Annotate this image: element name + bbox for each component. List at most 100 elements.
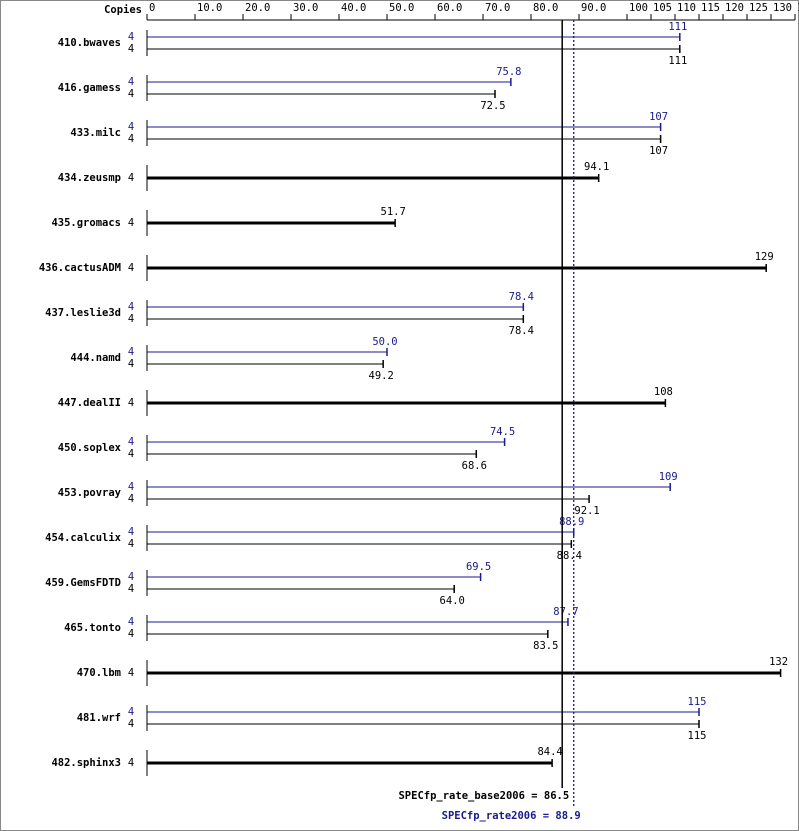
value-label: 68.6 (462, 460, 487, 472)
copies-label: 4 (128, 616, 134, 628)
copies-label: 4 (128, 217, 134, 229)
benchmark-label: 433.milc (70, 127, 121, 139)
copies-label: 4 (128, 667, 134, 679)
x-tick-label: 130 (773, 2, 792, 14)
copies-label: 4 (128, 706, 134, 718)
benchmark-label: 454.calculix (45, 532, 122, 544)
copies-label: 4 (128, 358, 134, 370)
value-label: 74.5 (490, 426, 515, 438)
benchmark-label: 434.zeusmp (58, 172, 121, 184)
benchmark-label: 416.gamess (58, 82, 121, 94)
x-tick-label: 110 (677, 2, 696, 14)
benchmark-label: 435.gromacs (51, 217, 121, 229)
reference-value: 88.9 (555, 810, 580, 822)
benchmark-label: 447.dealII (58, 397, 121, 409)
value-label: 111 (668, 21, 687, 33)
x-tick-label: 135 (797, 2, 799, 14)
value-label: 109 (659, 471, 678, 483)
x-tick-label: 105 (653, 2, 672, 14)
copies-label: 4 (128, 88, 134, 100)
x-tick-label: 50.0 (389, 2, 414, 14)
value-label: 92.1 (574, 505, 599, 517)
copies-label: 4 (128, 133, 134, 145)
benchmark-label: 470.lbm (77, 667, 121, 679)
copies-label: 4 (128, 262, 134, 274)
value-label: 88.4 (557, 550, 582, 562)
value-label: 83.5 (533, 640, 558, 652)
copies-label: 4 (128, 397, 134, 409)
benchmark-label: 481.wrf (77, 712, 121, 724)
copies-label: 4 (128, 526, 134, 538)
x-tick-label: 20.0 (245, 2, 270, 14)
benchmark-label: 436.cactusADM (39, 262, 121, 274)
value-label: 88.9 (559, 516, 584, 528)
value-label: 64.0 (440, 595, 465, 607)
value-label: 111 (668, 55, 687, 67)
value-label: 129 (755, 251, 774, 263)
benchmark-label: 444.namd (70, 352, 121, 364)
benchmark-label: 410.bwaves (58, 37, 121, 49)
value-label: 50.0 (372, 336, 397, 348)
x-tick-label: 60.0 (437, 2, 462, 14)
x-tick-label: 100 (629, 2, 648, 14)
copies-label: 4 (128, 76, 134, 88)
copies-label: 4 (128, 172, 134, 184)
copies-header: Copies (104, 4, 142, 16)
copies-label: 4 (128, 481, 134, 493)
value-label: 51.7 (381, 206, 406, 218)
value-label: 107 (649, 145, 668, 157)
benchmark-label: 437.leslie3d (45, 307, 121, 319)
copies-label: 4 (128, 493, 134, 505)
copies-label: 4 (128, 538, 134, 550)
x-tick-label: 40.0 (341, 2, 366, 14)
copies-label: 4 (128, 436, 134, 448)
x-tick-label: 125 (749, 2, 768, 14)
reference-label: SPECfp_rate2006 = 88.9 (442, 810, 581, 822)
copies-label: 4 (128, 313, 134, 325)
copies-label: 4 (128, 757, 134, 769)
value-label: 69.5 (466, 561, 491, 573)
x-tick-label: 70.0 (485, 2, 510, 14)
value-label: 87.7 (553, 606, 578, 618)
value-label: 107 (649, 111, 668, 123)
copies-label: 4 (128, 718, 134, 730)
value-label: 115 (688, 696, 707, 708)
value-label: 75.8 (496, 66, 521, 78)
value-label: 94.1 (584, 161, 609, 173)
value-label: 78.4 (509, 291, 534, 303)
value-label: 132 (769, 656, 788, 668)
x-tick-label: 30.0 (293, 2, 318, 14)
value-label: 49.2 (369, 370, 394, 382)
benchmark-label: 450.soplex (58, 442, 122, 454)
value-label: 108 (654, 386, 673, 398)
copies-label: 4 (128, 43, 134, 55)
x-tick-label: 10.0 (197, 2, 222, 14)
copies-label: 4 (128, 583, 134, 595)
copies-label: 4 (128, 301, 134, 313)
reference-name: SPECfp_rate_base2006 = (398, 790, 537, 802)
x-tick-label: 90.0 (581, 2, 606, 14)
value-label: 72.5 (480, 100, 505, 112)
copies-label: 4 (128, 346, 134, 358)
benchmark-label: 482.sphinx3 (51, 757, 121, 769)
value-label: 78.4 (509, 325, 534, 337)
value-label: 84.4 (537, 746, 562, 758)
x-tick-label: 120 (725, 2, 744, 14)
benchmark-label: 465.tonto (64, 622, 121, 634)
x-tick-label: 115 (701, 2, 720, 14)
x-tick-label: 0 (149, 2, 155, 14)
copies-label: 4 (128, 121, 134, 133)
copies-label: 4 (128, 628, 134, 640)
copies-label: 4 (128, 448, 134, 460)
copies-label: 4 (128, 571, 134, 583)
reference-name: SPECfp_rate2006 = (442, 810, 549, 822)
benchmark-label: 459.GemsFDTD (45, 577, 121, 589)
benchmark-label: 453.povray (58, 487, 122, 499)
copies-label: 4 (128, 31, 134, 43)
x-tick-label: 80.0 (533, 2, 558, 14)
reference-label: SPECfp_rate_base2006 = 86.5 (398, 790, 569, 802)
value-label: 115 (688, 730, 707, 742)
reference-value: 86.5 (544, 790, 569, 802)
